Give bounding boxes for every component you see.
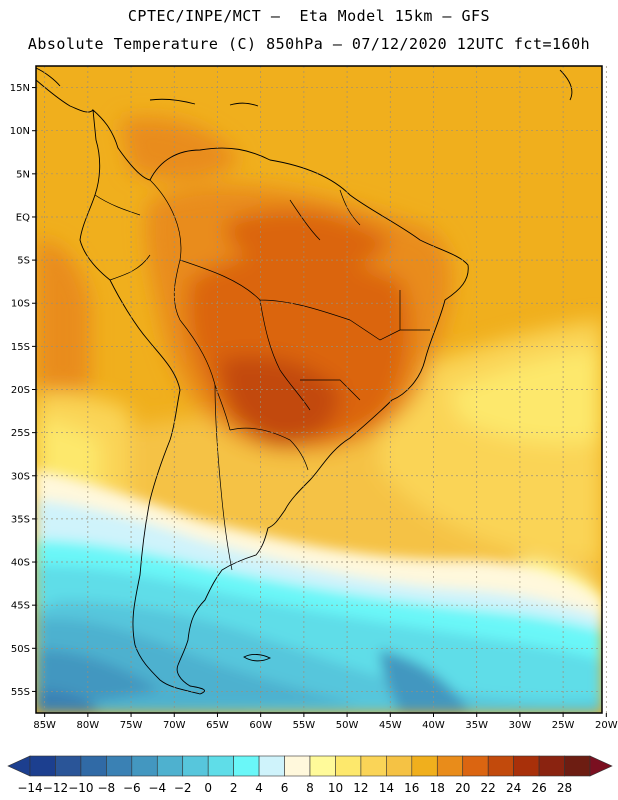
colorbar-label: 14 — [379, 781, 394, 795]
colorbar-label: −4 — [148, 781, 166, 795]
colorbar-label: 26 — [531, 781, 546, 795]
colorbar-swatch — [80, 755, 107, 777]
lon-tick-label: 75W — [120, 720, 143, 731]
colorbar-swatch — [564, 755, 591, 777]
lat-tick-label: 45S — [11, 601, 30, 612]
colorbar-swatch — [106, 755, 133, 777]
colorbar-swatch — [487, 755, 514, 777]
country-borders — [94, 179, 430, 571]
colorbar-label: 8 — [306, 781, 314, 795]
lat-tick-label: 30S — [11, 471, 30, 482]
latitude-labels: 15N 10N 5N EQ 5S 10S 15S 20S 25S 30S 35S 40S 45S 50S 5… — [10, 83, 36, 698]
south-america-outline — [79, 108, 469, 695]
lon-tick-label: 65W — [206, 720, 229, 731]
colorbar-swatch — [284, 755, 311, 777]
colorbar-label: 20 — [455, 781, 470, 795]
lon-tick-label: 30W — [509, 720, 532, 731]
colorbar-label: −12 — [43, 781, 68, 795]
map-title-line-1: CPTEC/INPE/MCT – Eta Model 15km – GFS — [127, 7, 491, 25]
colorbar-label: 6 — [281, 781, 289, 795]
lat-tick-label: 15N — [10, 83, 30, 94]
colorbar-swatch — [386, 755, 413, 777]
colorbar-swatch — [513, 755, 540, 777]
lon-tick-label: 55W — [293, 720, 316, 731]
lon-tick-label: 80W — [77, 720, 100, 731]
colorbar-swatch — [436, 755, 464, 777]
colorbar-swatch — [462, 755, 489, 777]
lon-tick-label: 60W — [249, 720, 272, 731]
colorbar-label: −14 — [17, 781, 42, 795]
lat-tick-label: 15S — [11, 342, 30, 353]
colorbar-label: −10 — [68, 781, 93, 795]
colorbar-swatch — [131, 755, 158, 777]
lat-tick-label: 10N — [10, 126, 30, 137]
lat-tick-label: 5S — [17, 256, 30, 267]
colorbar-swatch — [335, 755, 362, 777]
lat-tick-label: 5N — [16, 169, 30, 180]
colorbar-label: −2 — [174, 781, 192, 795]
lat-tick-label: 25S — [11, 428, 30, 439]
coastlines — [36, 67, 573, 695]
colorbar-arrow-low — [7, 755, 31, 777]
colorbar-swatch — [538, 755, 565, 777]
colorbar-swatch — [29, 755, 56, 777]
colorbar: −14 −12 −10 −8 −6 −4 −2 0 2 4 6 8 10 12 14 16 18 20 22 24 26… — [7, 755, 613, 795]
colorbar-label: −8 — [98, 781, 116, 795]
colorbar-swatch — [182, 755, 209, 777]
colorbar-label: 12 — [353, 781, 368, 795]
longitude-labels: 85W 80W 75W 70W 65W 60W 55W 50W 45W 40W 35W 30W 25W 2… — [33, 713, 618, 731]
lon-tick-label: 35W — [465, 720, 488, 731]
lon-tick-label: 70W — [163, 720, 186, 731]
lat-tick-label: 50S — [11, 644, 30, 655]
colorbar-label: 22 — [481, 781, 496, 795]
lon-tick-label: 50W — [336, 720, 359, 731]
colorbar-label: 16 — [404, 781, 419, 795]
colorbar-swatch — [55, 755, 82, 777]
map-title-line-2: Absolute Temperature (C) 850hPa – 07/12/… — [27, 35, 591, 53]
colorbar-label: −6 — [123, 781, 141, 795]
graticule — [36, 66, 607, 713]
colorbar-label: 24 — [506, 781, 521, 795]
colorbar-label: 28 — [557, 781, 572, 795]
colorbar-swatch — [309, 755, 336, 777]
lat-tick-label: 20S — [11, 385, 30, 396]
colorbar-swatch — [156, 755, 184, 777]
caribbean-islands — [149, 69, 573, 107]
lat-tick-label: EQ — [16, 212, 30, 223]
colorbar-label: 18 — [430, 781, 445, 795]
colorbar-swatch — [258, 755, 285, 777]
colorbar-arrow-high — [589, 755, 613, 777]
lat-tick-label: 35S — [11, 514, 30, 525]
lon-tick-label: 25W — [552, 720, 575, 731]
lat-tick-label: 40S — [11, 558, 30, 569]
falkland-islands — [243, 654, 272, 662]
colorbar-label: 4 — [255, 781, 263, 795]
lon-tick-label: 85W — [33, 720, 56, 731]
colorbar-swatch — [360, 755, 387, 777]
colorbar-label: 2 — [230, 781, 238, 795]
lon-tick-label: 20W — [595, 720, 618, 731]
colorbar-swatch — [207, 755, 234, 777]
lat-tick-label: 55S — [11, 687, 30, 698]
lon-tick-label: 40W — [422, 720, 445, 731]
colorbar-swatch — [411, 755, 438, 777]
colorbar-label: 0 — [204, 781, 212, 795]
colorbar-label: 10 — [328, 781, 343, 795]
lat-tick-label: 10S — [11, 299, 30, 310]
lon-tick-label: 45W — [379, 720, 402, 731]
colorbar-swatch — [233, 755, 260, 777]
